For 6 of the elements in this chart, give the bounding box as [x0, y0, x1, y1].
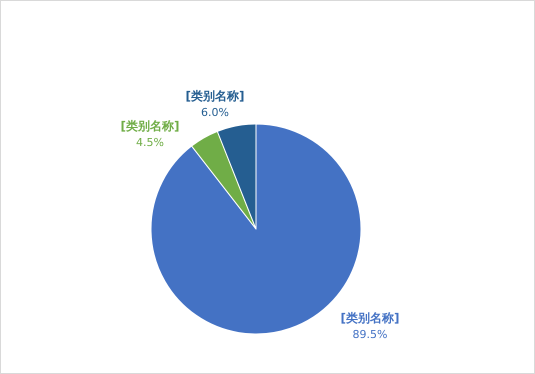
slice-label: [类别名称] [340, 311, 400, 325]
data-label: 6.0% [201, 106, 229, 119]
slice-label: [类别名称] [120, 119, 180, 133]
slice-label: [类别名称] [186, 89, 244, 103]
data-label: 89.5% [352, 328, 388, 341]
data-label: 4.5% [136, 136, 164, 149]
